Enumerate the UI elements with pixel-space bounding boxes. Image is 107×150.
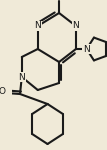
Text: N: N — [18, 72, 25, 81]
Text: O: O — [0, 87, 6, 96]
Text: N: N — [34, 21, 41, 30]
Text: N: N — [83, 45, 90, 54]
Text: N: N — [73, 21, 79, 30]
